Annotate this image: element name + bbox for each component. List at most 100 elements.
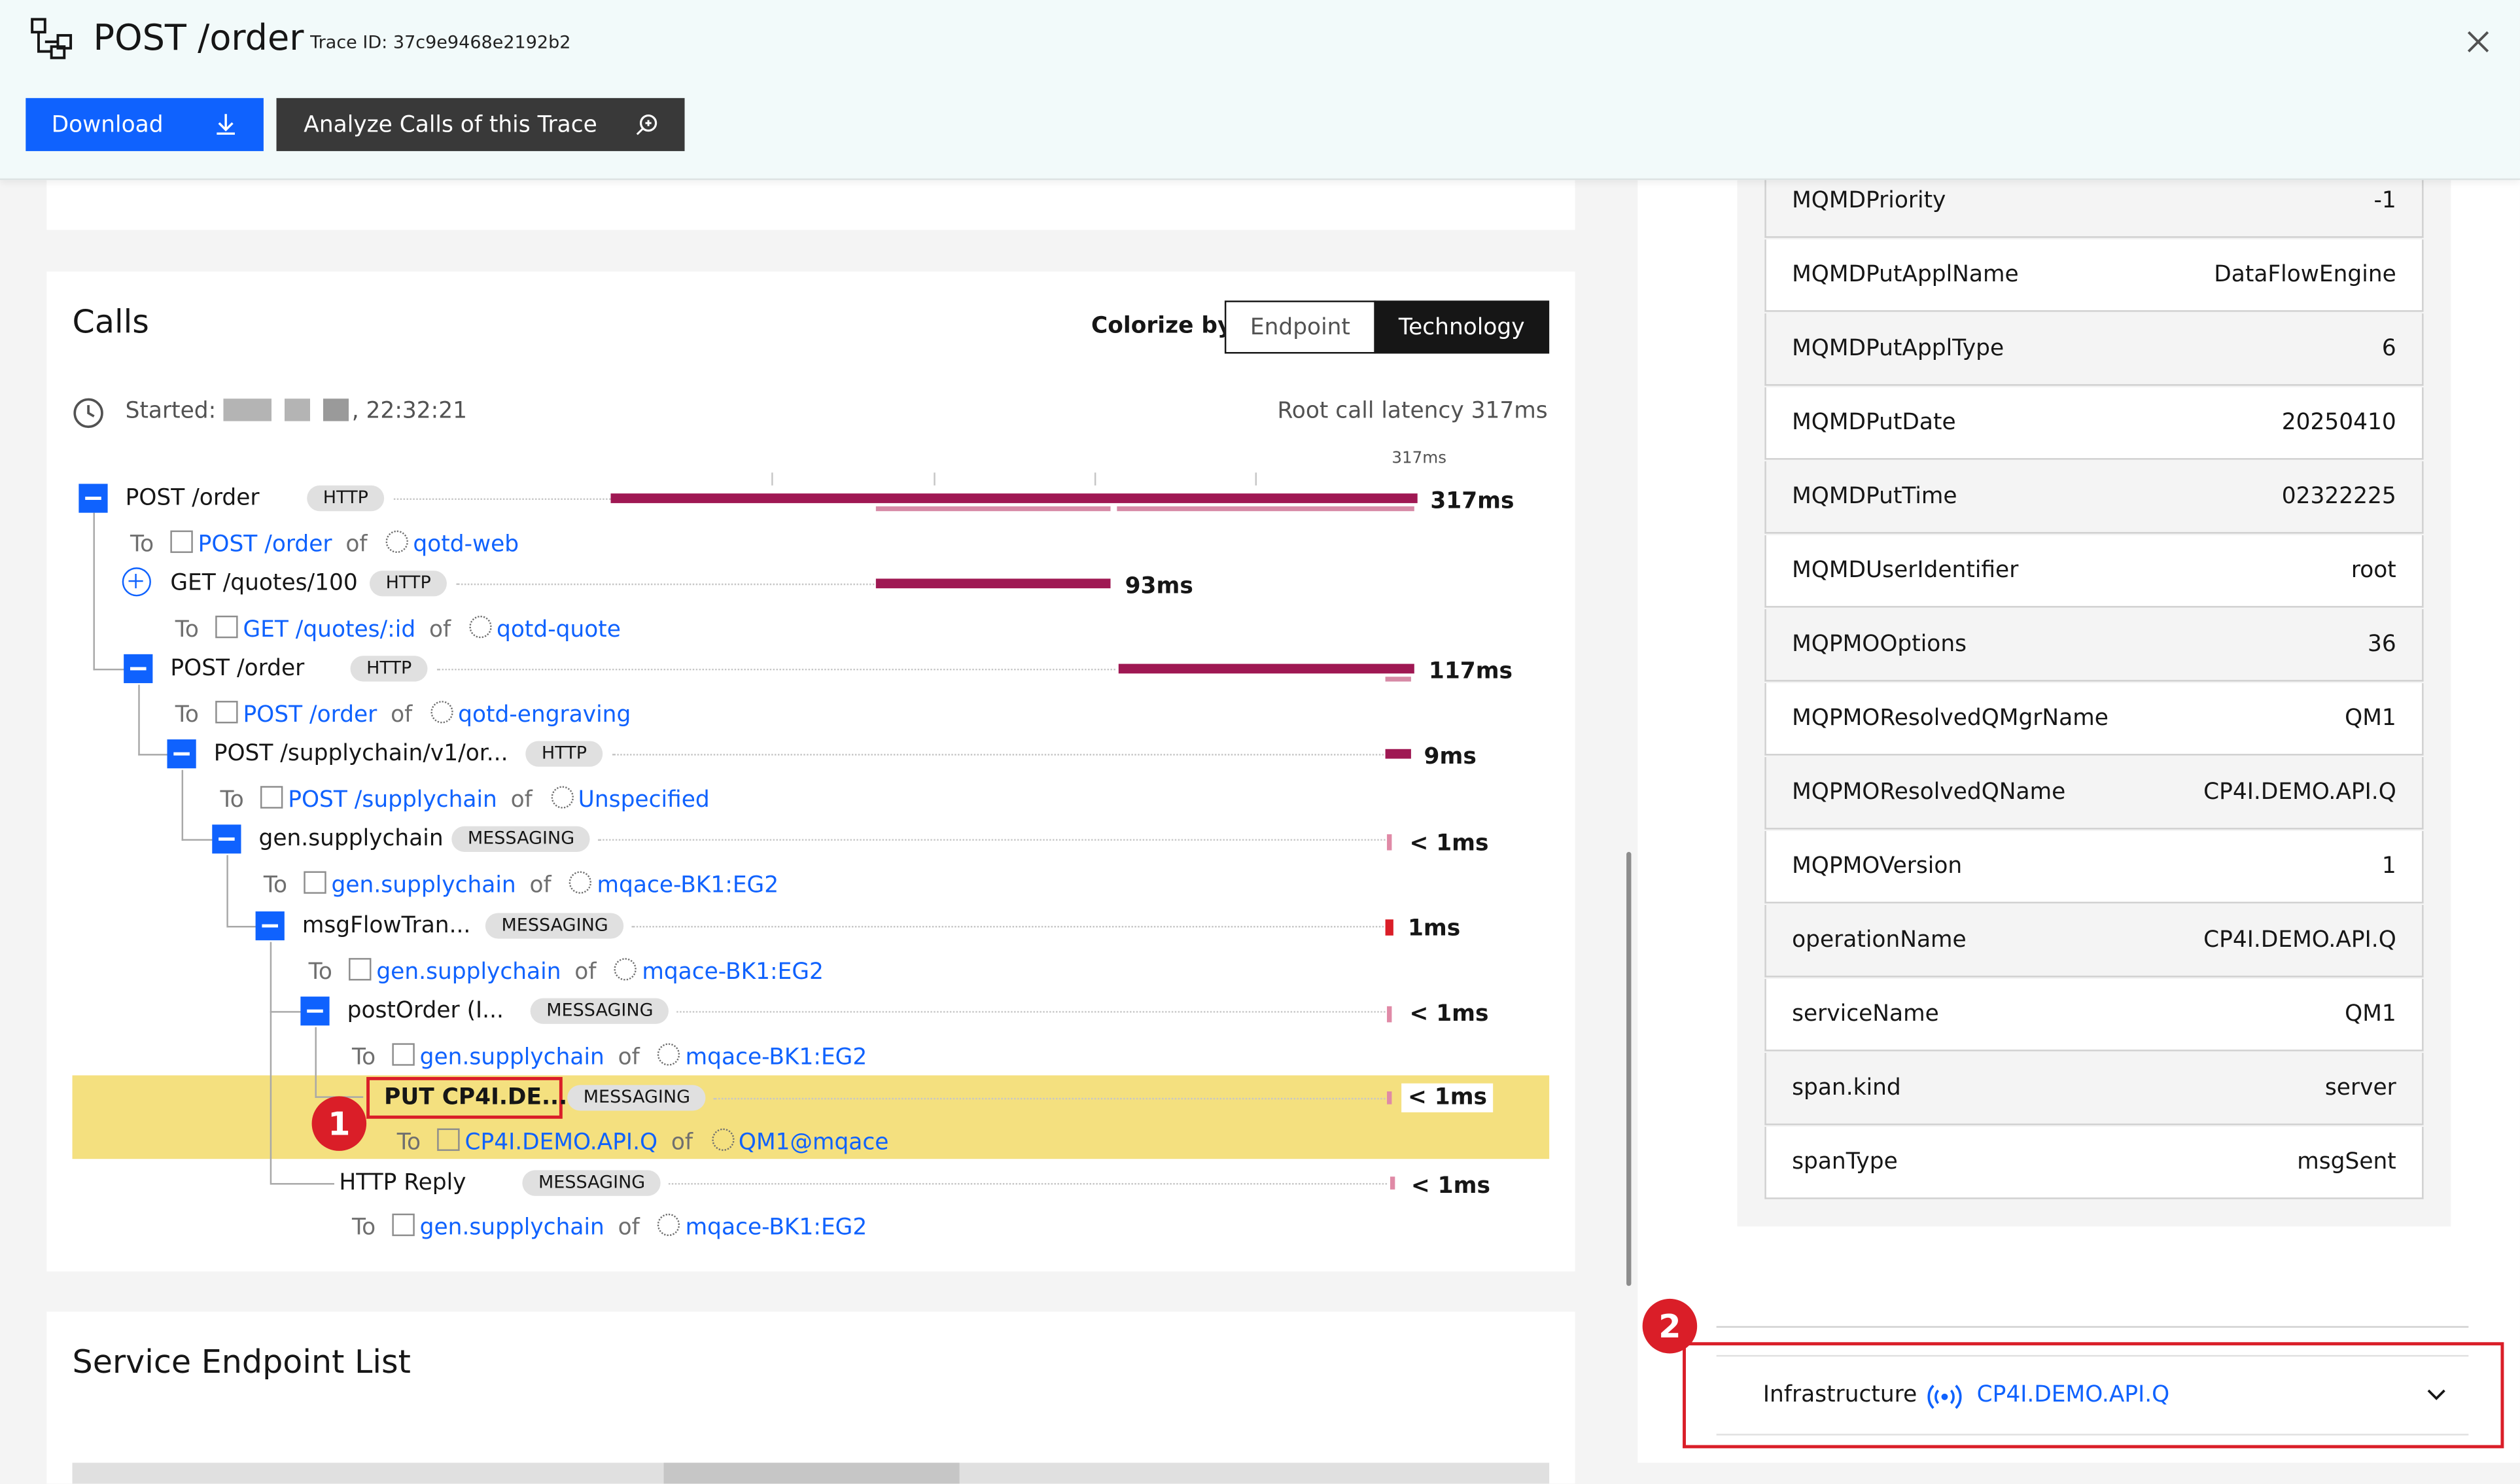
- tag-key: MQMDPutDate: [1792, 410, 1956, 436]
- trace-header: POST /order Trace ID: 37c9e9468e2192b2 D…: [0, 0, 2520, 181]
- tag-row: MQMDPutTime 02322225: [1764, 461, 2424, 534]
- tag-value: server: [2324, 1075, 2396, 1101]
- expand-icon[interactable]: [122, 567, 151, 597]
- technology-tag: HTTP: [370, 571, 447, 597]
- call-endpoint-line: To gen.supplychain of mqace-BK1:EG2: [264, 871, 779, 898]
- endpoint-link[interactable]: gen.supplychain: [419, 1044, 604, 1071]
- started-timestamp: Started: , 22:32:21: [126, 398, 467, 425]
- trace-title: POST /order: [93, 19, 304, 60]
- service-link[interactable]: QM1@mqace: [738, 1129, 889, 1156]
- tag-key: span.kind: [1792, 1075, 1901, 1101]
- to-label: To: [263, 872, 288, 899]
- tag-row: MQMDUserIdentifier root: [1764, 535, 2424, 608]
- call-name[interactable]: HTTP Reply: [339, 1170, 466, 1196]
- tag-value: 02322225: [2281, 484, 2396, 510]
- service-link[interactable]: qotd-quote: [497, 617, 621, 643]
- tag-value: 6: [2381, 336, 2396, 362]
- endpoint-link[interactable]: gen.supplychain: [331, 872, 516, 899]
- infrastructure-signal-icon: [1927, 1385, 1962, 1409]
- infrastructure-link[interactable]: CP4I.DEMO.API.Q: [1976, 1382, 2170, 1408]
- of-label: of: [671, 1129, 693, 1156]
- endpoint-link[interactable]: gen.supplychain: [419, 1215, 604, 1241]
- tree-line: [138, 684, 140, 756]
- call-duration: 1ms: [1407, 916, 1461, 942]
- service-link[interactable]: mqace-BK1:EG2: [642, 959, 824, 985]
- scale-tick: [934, 472, 936, 486]
- technology-tag: MESSAGING: [451, 826, 591, 852]
- duration-bar: [1387, 834, 1392, 851]
- tag-key: MQMDPriority: [1792, 188, 1946, 214]
- endpoint-icon: [170, 530, 194, 554]
- technology-tag: MESSAGING: [567, 1085, 707, 1111]
- of-label: of: [391, 702, 413, 728]
- collapse-icon[interactable]: [124, 654, 153, 684]
- call-name[interactable]: PUT CP4I.DE...: [384, 1085, 568, 1111]
- service-link[interactable]: qotd-web: [413, 532, 519, 558]
- endpoint-link[interactable]: GET /quotes/:id: [243, 617, 416, 643]
- infrastructure-annotation-box: [1683, 1342, 2504, 1449]
- service-icon: [385, 530, 409, 554]
- dotted-guide: [631, 926, 1384, 928]
- tree-line: [138, 754, 171, 756]
- endpoint-icon: [304, 871, 327, 894]
- tree-line: [226, 926, 259, 928]
- analyze-calls-button[interactable]: Analyze Calls of this Trace: [276, 97, 685, 151]
- service-icon: [711, 1128, 734, 1151]
- dotted-guide: [676, 1011, 1386, 1013]
- endpoint-link[interactable]: POST /order: [198, 532, 332, 558]
- download-label: Download: [51, 111, 164, 138]
- call-duration: < 1ms: [1401, 1083, 1494, 1112]
- dotted-guide: [437, 668, 1115, 671]
- collapse-icon[interactable]: [255, 911, 285, 941]
- call-name[interactable]: POST /order: [170, 656, 305, 682]
- dotted-guide: [612, 754, 1384, 756]
- panel-scrollbar[interactable]: [1626, 851, 1632, 1286]
- service-link[interactable]: mqace-BK1:EG2: [685, 1215, 867, 1241]
- call-name[interactable]: msgFlowTran...: [302, 913, 471, 939]
- service-link[interactable]: mqace-BK1:EG2: [597, 872, 779, 899]
- service-link[interactable]: Unspecified: [578, 787, 710, 814]
- tag-key: MQPMOResolvedQMgrName: [1792, 705, 2109, 732]
- call-name[interactable]: postOrder (I...: [347, 998, 504, 1024]
- endpoint-link[interactable]: gen.supplychain: [376, 959, 561, 985]
- duration-bar: [1387, 1091, 1392, 1104]
- dotted-guide: [668, 1183, 1388, 1185]
- service-link[interactable]: qotd-engraving: [458, 702, 631, 728]
- child-bar: [1117, 506, 1414, 512]
- call-name[interactable]: GET /quotes/100: [170, 571, 358, 597]
- colorize-endpoint-option[interactable]: Endpoint: [1224, 300, 1376, 354]
- call-name[interactable]: POST /order: [125, 485, 260, 512]
- call-endpoint-line: To gen.supplychain of mqace-BK1:EG2: [352, 1213, 867, 1241]
- endpoint-icon: [215, 701, 239, 724]
- of-label: of: [618, 1044, 640, 1071]
- collapse-icon[interactable]: [167, 739, 196, 769]
- annotation-marker-2: 2: [1642, 1298, 1698, 1354]
- infrastructure-row[interactable]: [1716, 1354, 2469, 1436]
- collapse-icon[interactable]: [300, 997, 330, 1026]
- duration-bar: [1118, 663, 1414, 674]
- call-duration: 117ms: [1428, 659, 1513, 685]
- call-endpoint-line: To gen.supplychain of mqace-BK1:EG2: [309, 958, 824, 985]
- service-link[interactable]: mqace-BK1:EG2: [685, 1044, 867, 1071]
- colorize-technology-option[interactable]: Technology: [1374, 300, 1550, 354]
- close-icon[interactable]: [2465, 29, 2491, 54]
- tag-row: span.kind server: [1764, 1053, 2424, 1125]
- tag-row: serviceName QM1: [1764, 979, 2424, 1051]
- endpoint-link[interactable]: POST /order: [243, 702, 377, 728]
- tag-key: MQMDPutApplName: [1792, 262, 2019, 288]
- endpoint-link[interactable]: CP4I.DEMO.API.Q: [464, 1129, 658, 1156]
- marker-label: 1: [328, 1104, 351, 1143]
- call-name[interactable]: gen.supplychain: [258, 826, 444, 852]
- duration-bar: [1390, 1176, 1395, 1190]
- tag-key: MQPMOOptions: [1792, 631, 1967, 658]
- endpoint-link[interactable]: POST /supplychain: [288, 787, 497, 814]
- selected-call-box[interactable]: [366, 1076, 563, 1119]
- service-icon: [614, 958, 637, 981]
- collapse-icon[interactable]: [79, 484, 108, 513]
- chevron-down-icon[interactable]: [2425, 1386, 2447, 1405]
- collapse-icon[interactable]: [212, 824, 241, 854]
- endpoint-icon: [392, 1213, 415, 1237]
- call-name[interactable]: POST /supplychain/v1/or...: [213, 741, 508, 767]
- download-button[interactable]: Download: [26, 97, 264, 151]
- tag-value: 1: [2381, 853, 2396, 879]
